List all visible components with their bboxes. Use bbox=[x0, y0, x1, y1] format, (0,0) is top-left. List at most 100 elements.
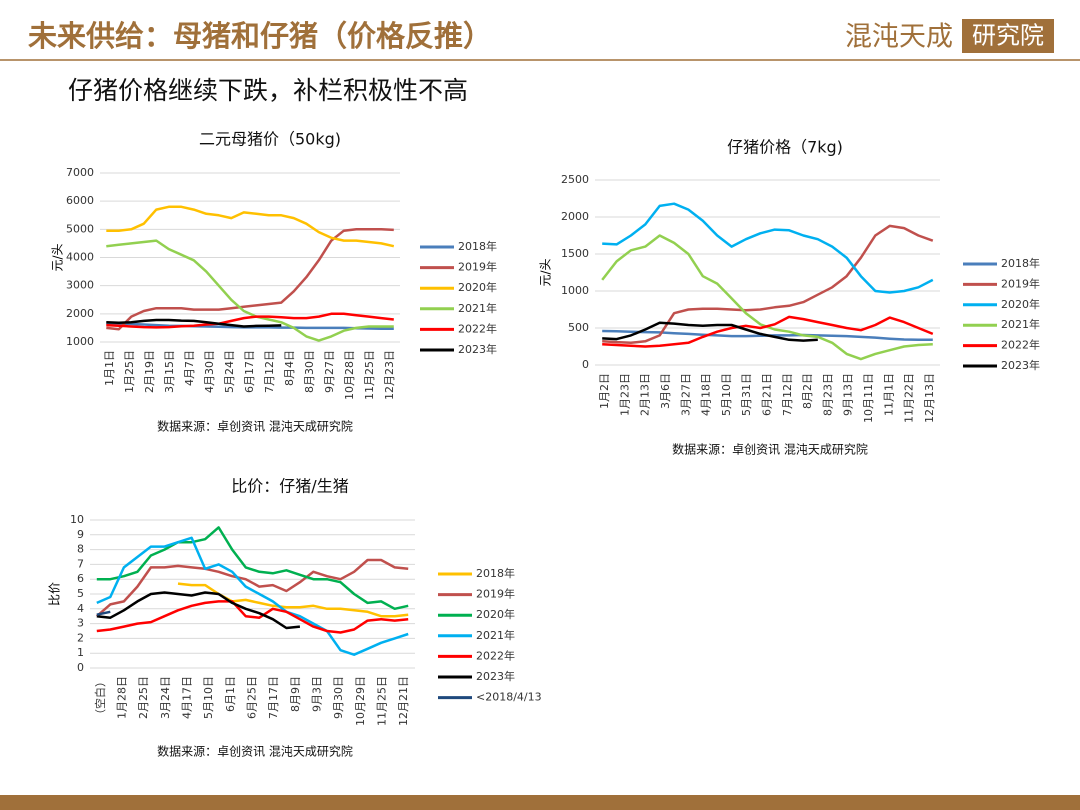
legend-label: 2019年 bbox=[476, 587, 515, 601]
y-tick-label: 3 bbox=[77, 617, 84, 630]
y-tick-label: 2 bbox=[77, 631, 84, 644]
legend-label: 2023年 bbox=[458, 342, 497, 356]
x-tick-label: 1月1日 bbox=[103, 350, 116, 386]
x-tick-label: 11月25日 bbox=[376, 676, 389, 726]
x-tick-label: 4月17日 bbox=[181, 676, 194, 719]
series-line bbox=[106, 205, 395, 248]
source-note: 数据来源：卓创资讯 混沌天成研究院 bbox=[157, 744, 353, 759]
x-tick-label: 6月1日 bbox=[224, 676, 237, 712]
legend-label: 2018年 bbox=[458, 239, 497, 253]
y-tick-label: 7 bbox=[77, 557, 84, 570]
x-tick-label: 9月13日 bbox=[842, 373, 855, 416]
y-tick-label: 2500 bbox=[561, 173, 589, 186]
legend-label: 2021年 bbox=[1001, 317, 1040, 331]
x-tick-label: 10月11日 bbox=[862, 373, 875, 423]
source-note: 数据来源：卓创资讯 混沌天成研究院 bbox=[157, 419, 353, 434]
y-tick-label: 4000 bbox=[66, 251, 94, 264]
x-tick-label: 8月2日 bbox=[801, 373, 814, 409]
y-tick-label: 2000 bbox=[66, 307, 94, 320]
x-tick-label: 3月24日 bbox=[159, 676, 172, 719]
chart-title: 仔猪价格（7kg) bbox=[727, 138, 843, 157]
logo-box-text: 研究院 bbox=[972, 22, 1044, 50]
x-tick-label: 6月25日 bbox=[246, 676, 259, 719]
y-axis-label: 元/头 bbox=[539, 258, 553, 286]
x-tick-label: 11月25日 bbox=[363, 350, 376, 400]
x-tick-label: 12月13日 bbox=[923, 373, 936, 423]
legend-label: 2020年 bbox=[458, 280, 497, 294]
x-tick-label: 10月28日 bbox=[343, 350, 356, 400]
series-line bbox=[96, 600, 409, 634]
x-tick-label: 6月17日 bbox=[243, 350, 256, 393]
y-tick-label: 5 bbox=[77, 587, 84, 600]
x-tick-label: 4月30日 bbox=[203, 350, 216, 393]
legend-label: 2019年 bbox=[458, 260, 497, 274]
x-tick-label: 5月31日 bbox=[740, 373, 753, 416]
x-tick-label: 5月10日 bbox=[202, 676, 215, 719]
x-tick-label: 11月22日 bbox=[903, 373, 916, 423]
footer-bar bbox=[0, 795, 1080, 810]
legend-label: 2022年 bbox=[458, 321, 497, 335]
x-tick-label: （空白） bbox=[93, 676, 107, 720]
y-tick-label: 1500 bbox=[561, 247, 589, 260]
x-tick-label: 2月25日 bbox=[137, 676, 150, 719]
x-tick-label: 12月23日 bbox=[383, 350, 396, 400]
series-line bbox=[96, 526, 409, 611]
x-tick-label: 2月19日 bbox=[143, 350, 156, 393]
chart-title: 比价：仔猪/生猪 bbox=[231, 477, 348, 496]
subtitle: 仔猪价格继续下跌，补栏积极性不高 bbox=[68, 76, 468, 105]
y-axis-label: 比价 bbox=[48, 582, 62, 606]
x-tick-label: 3月27日 bbox=[679, 373, 692, 416]
legend-label: 2020年 bbox=[1001, 297, 1040, 311]
y-tick-label: 6 bbox=[77, 572, 84, 585]
series-line bbox=[106, 312, 394, 329]
y-tick-label: 7000 bbox=[66, 166, 94, 179]
y-tick-label: 0 bbox=[582, 358, 589, 371]
legend-label: 2022年 bbox=[476, 648, 515, 662]
source-note: 数据来源：卓创资讯 混沌天成研究院 bbox=[672, 442, 868, 457]
y-tick-label: 1 bbox=[77, 646, 84, 659]
y-tick-label: 500 bbox=[568, 321, 589, 334]
legend-label: 2022年 bbox=[1001, 338, 1040, 352]
y-tick-label: 1000 bbox=[561, 284, 589, 297]
x-tick-label: 1月25日 bbox=[123, 350, 136, 393]
logo-box bbox=[962, 19, 1054, 53]
y-tick-label: 4 bbox=[77, 602, 84, 615]
x-tick-label: 4月18日 bbox=[700, 373, 713, 416]
legend-label: 2023年 bbox=[476, 669, 515, 683]
x-tick-label: 8月23日 bbox=[821, 373, 834, 416]
x-tick-label: 1月28日 bbox=[116, 676, 129, 719]
y-tick-label: 2000 bbox=[561, 210, 589, 223]
series-line bbox=[95, 558, 409, 618]
y-tick-label: 0 bbox=[77, 661, 84, 674]
series-line bbox=[106, 239, 394, 342]
series-line bbox=[602, 321, 818, 342]
legend-label: 2023年 bbox=[1001, 358, 1040, 372]
legend-label: 2021年 bbox=[458, 301, 497, 315]
x-tick-label: 8月30日 bbox=[303, 350, 316, 393]
y-axis-label: 元/头 bbox=[51, 243, 65, 271]
x-tick-label: 5月24日 bbox=[223, 350, 236, 393]
series-line bbox=[602, 224, 934, 345]
legend-label: 2018年 bbox=[476, 566, 515, 580]
legend-label: 2019年 bbox=[1001, 276, 1040, 290]
y-tick-label: 9 bbox=[77, 528, 84, 541]
legend-label: 2020年 bbox=[476, 607, 515, 621]
y-tick-label: 10 bbox=[70, 513, 84, 526]
series-line bbox=[96, 591, 301, 630]
x-tick-label: 9月30日 bbox=[332, 676, 345, 719]
x-tick-label: 3月6日 bbox=[659, 373, 672, 409]
x-tick-label: 5月10日 bbox=[720, 373, 733, 416]
x-tick-label: 10月29日 bbox=[354, 676, 367, 726]
y-tick-label: 6000 bbox=[66, 194, 94, 207]
series-line bbox=[96, 610, 111, 616]
y-tick-label: 1000 bbox=[66, 335, 94, 348]
x-tick-label: 4月7日 bbox=[183, 350, 196, 386]
chart-title: 二元母猪价（50kg) bbox=[199, 130, 341, 149]
x-tick-label: 8月4日 bbox=[283, 350, 296, 386]
header-title: 未来供给：母猪和仔猪（价格反推） bbox=[28, 19, 492, 53]
y-tick-label: 3000 bbox=[66, 279, 94, 292]
x-tick-label: 11月1日 bbox=[882, 373, 895, 416]
x-tick-label: 3月15日 bbox=[163, 350, 176, 393]
series-line bbox=[106, 228, 394, 331]
x-tick-label: 2月13日 bbox=[639, 373, 652, 416]
